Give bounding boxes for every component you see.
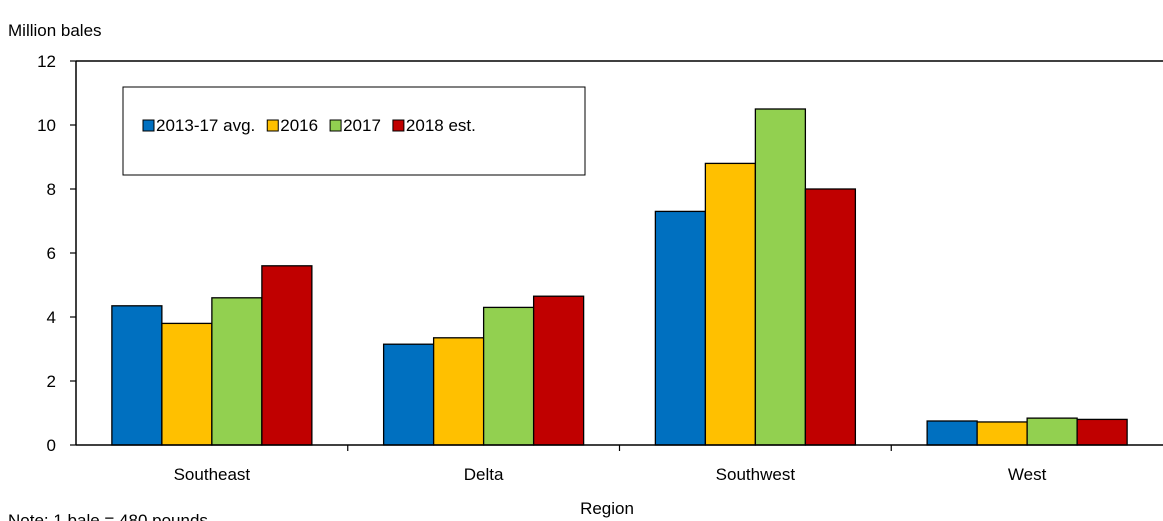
x-tick-label: West: [1008, 465, 1047, 484]
legend-swatch: [392, 119, 405, 132]
bar-southwest-0: [654, 210, 707, 446]
note: Note: 1 bale = 480 pounds.: [8, 511, 213, 521]
legend-swatch: [329, 119, 342, 132]
legend-swatch: [266, 119, 279, 132]
x-tick-label: Southeast: [174, 465, 251, 484]
bar-west-0: [926, 420, 978, 446]
x-axis: Southeast Delta Southwest West: [174, 445, 1047, 484]
bar-southeast-3: [261, 265, 313, 446]
bar-delta-2: [482, 306, 535, 446]
y-tick-label: 2: [47, 372, 56, 391]
bar-delta-0: [382, 343, 435, 446]
bar-southwest-2: [754, 108, 807, 446]
legend-label: 2018 est.: [406, 116, 476, 135]
legend: 2013-17 avg. 2016 2017 2018 est.: [122, 86, 586, 176]
bar-southeast-0: [111, 305, 163, 446]
y-tick-label: 6: [47, 244, 56, 263]
bar-southeast-1: [161, 322, 213, 446]
bar-west-3: [1076, 418, 1128, 446]
legend-box: [122, 86, 586, 176]
y-tick-label: 4: [47, 308, 56, 327]
legend-label: 2017: [343, 116, 381, 135]
x-tick-label: Southwest: [716, 465, 796, 484]
bar-southwest-3: [804, 188, 857, 446]
legend-swatch: [142, 119, 155, 132]
y-tick-label: 12: [37, 52, 56, 71]
bar-delta-1: [432, 337, 485, 446]
y-tick-label: 0: [47, 436, 56, 455]
y-axis: 0 2 4 6 8 10 12: [37, 52, 76, 455]
y-tick-label: 10: [37, 116, 56, 135]
bars: [111, 108, 1128, 446]
bar-southwest-1: [704, 162, 757, 446]
y-tick-label: 8: [47, 180, 56, 199]
x-axis-title: Region: [580, 499, 634, 518]
legend-label: 2016: [280, 116, 318, 135]
y-axis-title: Million bales: [8, 21, 102, 40]
bar-west-2: [1026, 417, 1078, 446]
bar-west-1: [976, 421, 1028, 446]
x-tick-label: Delta: [464, 465, 504, 484]
legend-label: 2013-17 avg.: [156, 116, 255, 135]
bar-delta-3: [532, 295, 585, 446]
bar-southeast-2: [211, 297, 263, 446]
